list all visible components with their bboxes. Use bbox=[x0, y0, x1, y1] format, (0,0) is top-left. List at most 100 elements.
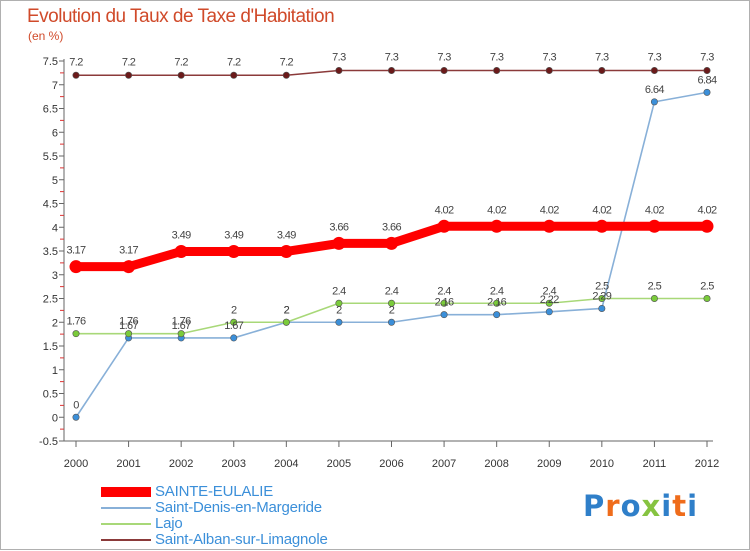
data-point-sainte-eulalie bbox=[122, 260, 136, 274]
data-label-saint-alban: 7.3 bbox=[490, 52, 504, 64]
logo-letter: r bbox=[605, 489, 621, 523]
x-tick-label: 2005 bbox=[327, 458, 351, 470]
y-tick-label: 0.5 bbox=[43, 389, 58, 401]
x-tick-label: 2004 bbox=[274, 458, 298, 470]
data-label-lajo: 2.5 bbox=[595, 281, 609, 293]
data-label-saint-alban: 7.3 bbox=[595, 52, 609, 64]
data-label-saint-alban: 7.2 bbox=[174, 56, 188, 68]
data-point-lajo bbox=[440, 299, 448, 307]
data-point-saint-alban bbox=[703, 67, 711, 75]
data-point-sainte-eulalie bbox=[700, 219, 714, 233]
legend-swatch-saint-alban bbox=[101, 539, 151, 541]
data-point-lajo bbox=[598, 294, 606, 302]
data-point-lajo bbox=[177, 330, 185, 338]
y-tick-label: 4 bbox=[52, 222, 58, 234]
data-label-sainte-eulalie: 4.02 bbox=[487, 204, 506, 216]
data-point-sainte-eulalie bbox=[227, 244, 241, 258]
data-point-lajo bbox=[650, 294, 658, 302]
data-point-sainte-eulalie bbox=[437, 219, 451, 233]
y-tick-label: 3.5 bbox=[43, 246, 58, 258]
data-label-saint-denis: 2.22 bbox=[540, 294, 559, 306]
logo-letter: P bbox=[583, 489, 606, 523]
y-tick-label: 1 bbox=[52, 365, 58, 377]
data-label-saint-denis: 6.84 bbox=[697, 74, 716, 86]
data-point-saint-denis bbox=[598, 304, 606, 312]
data-label-saint-denis: 2.29 bbox=[592, 290, 611, 302]
data-label-lajo: 2.4 bbox=[385, 285, 399, 297]
data-point-lajo bbox=[125, 330, 133, 338]
data-label-saint-alban: 7.3 bbox=[385, 52, 399, 64]
data-label-saint-denis: 2 bbox=[389, 304, 395, 316]
data-point-saint-alban bbox=[282, 71, 290, 79]
data-point-sainte-eulalie bbox=[174, 244, 188, 258]
data-label-saint-alban: 7.2 bbox=[69, 56, 83, 68]
data-label-saint-alban: 7.3 bbox=[332, 52, 346, 64]
x-tick-label: 2010 bbox=[590, 458, 614, 470]
y-tick-label: 5 bbox=[52, 175, 58, 187]
data-label-saint-alban: 7.3 bbox=[648, 52, 662, 64]
data-label-saint-denis: 1.67 bbox=[119, 320, 138, 332]
data-label-sainte-eulalie: 3.17 bbox=[119, 245, 138, 257]
data-point-saint-alban bbox=[230, 71, 238, 79]
y-tick-label: 0 bbox=[52, 412, 58, 424]
legend-swatch-saint-denis bbox=[101, 507, 151, 509]
data-label-lajo: 2.4 bbox=[490, 285, 504, 297]
x-tick-label: 2012 bbox=[695, 458, 719, 470]
legend-swatch-sainte-eulalie bbox=[101, 487, 151, 497]
data-label-sainte-eulalie: 4.02 bbox=[435, 204, 454, 216]
data-label-sainte-eulalie: 3.66 bbox=[382, 221, 401, 233]
y-tick-label: 3 bbox=[52, 270, 58, 282]
data-point-lajo bbox=[282, 318, 290, 326]
data-point-saint-alban bbox=[177, 71, 185, 79]
data-point-lajo bbox=[387, 299, 395, 307]
legend-label-saint-denis: Saint-Denis-en-Margeride bbox=[155, 499, 322, 516]
data-label-sainte-eulalie: 4.02 bbox=[697, 204, 716, 216]
data-point-saint-alban bbox=[72, 71, 80, 79]
data-label-sainte-eulalie: 3.49 bbox=[277, 229, 296, 241]
data-label-lajo: 2.5 bbox=[700, 281, 714, 293]
data-point-saint-alban bbox=[493, 67, 501, 75]
data-point-saint-denis bbox=[493, 311, 501, 319]
data-point-saint-alban bbox=[440, 67, 448, 75]
data-label-saint-alban: 7.2 bbox=[122, 56, 136, 68]
data-label-lajo: 2 bbox=[231, 304, 237, 316]
logo-letter: x bbox=[641, 489, 662, 523]
data-point-saint-denis bbox=[72, 413, 80, 421]
data-point-sainte-eulalie bbox=[490, 219, 504, 233]
data-label-sainte-eulalie: 3.49 bbox=[172, 229, 191, 241]
x-tick-label: 2011 bbox=[643, 458, 667, 470]
data-point-lajo bbox=[72, 330, 80, 338]
data-label-sainte-eulalie: 3.49 bbox=[224, 229, 243, 241]
data-label-saint-denis: 0 bbox=[73, 399, 79, 411]
data-point-sainte-eulalie bbox=[69, 260, 83, 274]
x-tick-label: 2009 bbox=[537, 458, 561, 470]
data-label-sainte-eulalie: 4.02 bbox=[592, 204, 611, 216]
page-subtitle: (en %) bbox=[28, 29, 64, 43]
y-tick-label: 2 bbox=[52, 317, 58, 329]
x-tick-label: 2001 bbox=[116, 458, 140, 470]
data-point-saint-denis bbox=[703, 88, 711, 96]
logo-letter: i bbox=[687, 489, 699, 523]
data-label-saint-denis: 2.16 bbox=[487, 297, 506, 309]
data-point-saint-denis bbox=[545, 308, 553, 316]
logo-letter: o bbox=[620, 489, 642, 523]
data-label-lajo: 1.76 bbox=[119, 316, 138, 328]
y-tick-label: 4.5 bbox=[43, 199, 58, 211]
data-label-lajo: 2.4 bbox=[437, 285, 451, 297]
data-point-saint-alban bbox=[598, 67, 606, 75]
y-tick-label: 7.5 bbox=[43, 56, 58, 68]
data-label-saint-alban: 7.3 bbox=[543, 52, 557, 64]
y-tick-label: 6.5 bbox=[43, 104, 58, 116]
data-label-saint-alban: 7.2 bbox=[227, 56, 241, 68]
data-point-saint-denis bbox=[335, 318, 343, 326]
data-label-lajo: 2.4 bbox=[332, 285, 346, 297]
data-label-lajo: 1.76 bbox=[66, 316, 85, 328]
proxiti-logo: Proxiti bbox=[583, 489, 698, 523]
data-point-saint-alban bbox=[125, 71, 133, 79]
data-point-lajo bbox=[493, 299, 501, 307]
y-tick-label: 1.5 bbox=[43, 341, 58, 353]
data-point-saint-denis bbox=[387, 318, 395, 326]
data-point-sainte-eulalie bbox=[542, 219, 556, 233]
data-point-sainte-eulalie bbox=[385, 236, 398, 250]
